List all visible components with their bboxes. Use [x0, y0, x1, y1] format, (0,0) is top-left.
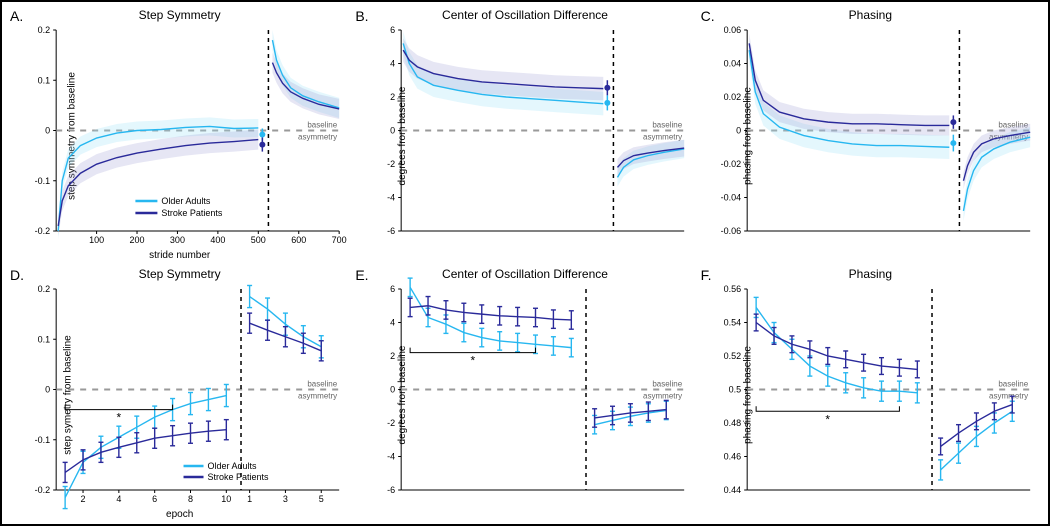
svg-text:0.48: 0.48 — [723, 418, 741, 428]
panel-E: E. Center of Oscillation Difference degr… — [355, 267, 694, 522]
panel-title: Phasing — [849, 8, 892, 22]
svg-text:700: 700 — [332, 235, 347, 245]
svg-text:2: 2 — [390, 351, 395, 361]
svg-text:0.52: 0.52 — [723, 351, 741, 361]
svg-text:4: 4 — [116, 494, 121, 504]
svg-text:0.04: 0.04 — [723, 59, 741, 69]
svg-text:0: 0 — [45, 385, 50, 395]
svg-text:0: 0 — [45, 126, 50, 136]
svg-text:-6: -6 — [387, 485, 395, 495]
svg-text:*: * — [471, 354, 476, 368]
plot-area: -6-4-20246baselineasymmetry — [401, 30, 684, 231]
panel-B: B. Center of Oscillation Difference degr… — [355, 8, 694, 263]
panel-letter: F. — [701, 267, 712, 283]
plot-area: 0.440.460.480.50.520.540.56baselineasymm… — [747, 289, 1030, 490]
panel-letter: E. — [355, 267, 368, 283]
svg-text:2: 2 — [390, 92, 395, 102]
svg-text:asymmetry: asymmetry — [298, 392, 337, 401]
svg-text:-0.2: -0.2 — [35, 485, 51, 495]
svg-text:600: 600 — [291, 235, 306, 245]
svg-text:0: 0 — [390, 385, 395, 395]
svg-text:8: 8 — [188, 494, 193, 504]
panel-title: Center of Oscillation Difference — [442, 8, 608, 22]
svg-text:6: 6 — [390, 25, 395, 35]
svg-text:asymmetry: asymmetry — [989, 392, 1028, 401]
svg-text:0.1: 0.1 — [38, 334, 51, 344]
svg-text:0.5: 0.5 — [728, 385, 741, 395]
svg-text:0.44: 0.44 — [723, 485, 741, 495]
svg-text:baseline: baseline — [998, 380, 1028, 389]
svg-text:-4: -4 — [387, 193, 395, 203]
panel-letter: B. — [355, 8, 368, 24]
svg-text:500: 500 — [251, 235, 266, 245]
panel-letter: C. — [701, 8, 715, 24]
svg-text:-0.06: -0.06 — [720, 226, 741, 236]
svg-text:0.06: 0.06 — [723, 25, 741, 35]
svg-text:2: 2 — [81, 494, 86, 504]
svg-text:3: 3 — [283, 494, 288, 504]
svg-text:10: 10 — [221, 494, 231, 504]
svg-text:0.1: 0.1 — [38, 75, 51, 85]
svg-text:Older Adults: Older Adults — [161, 196, 211, 206]
svg-text:5: 5 — [319, 494, 324, 504]
svg-text:*: * — [825, 412, 830, 426]
svg-text:300: 300 — [170, 235, 185, 245]
svg-text:-4: -4 — [387, 452, 395, 462]
svg-text:6: 6 — [152, 494, 157, 504]
svg-text:0: 0 — [390, 126, 395, 136]
plot-area: -0.2-0.100.10.2246810135baselineasymmetr… — [56, 289, 339, 490]
svg-text:0.56: 0.56 — [723, 284, 741, 294]
svg-text:-2: -2 — [387, 418, 395, 428]
svg-text:Older Adults: Older Adults — [208, 461, 258, 471]
panel-title: Step Symmetry — [139, 267, 221, 281]
svg-text:-6: -6 — [387, 226, 395, 236]
svg-text:Stroke Patients: Stroke Patients — [208, 472, 270, 482]
panel-letter: D. — [10, 267, 24, 283]
svg-text:6: 6 — [390, 284, 395, 294]
svg-text:asymmetry: asymmetry — [298, 133, 337, 142]
svg-text:asymmetry: asymmetry — [643, 133, 682, 142]
panel-title: Step Symmetry — [139, 8, 221, 22]
svg-text:0.2: 0.2 — [38, 25, 51, 35]
svg-text:*: * — [117, 411, 122, 425]
svg-text:-0.04: -0.04 — [720, 193, 741, 203]
svg-text:400: 400 — [210, 235, 225, 245]
x-axis-label: epoch — [166, 509, 193, 520]
panel-D: D. Step Symmetry step symetry from basel… — [10, 267, 349, 522]
panel-C: C. Phasing phasing from baseline -0.06-0… — [701, 8, 1040, 263]
panel-A: A. Step Symmetry step symmetry from base… — [10, 8, 349, 263]
svg-text:0.54: 0.54 — [723, 318, 741, 328]
svg-text:0.2: 0.2 — [38, 284, 51, 294]
svg-text:100: 100 — [89, 235, 104, 245]
svg-text:asymmetry: asymmetry — [643, 392, 682, 401]
svg-text:-0.2: -0.2 — [35, 226, 51, 236]
svg-text:Stroke Patients: Stroke Patients — [161, 208, 223, 218]
svg-text:4: 4 — [390, 59, 395, 69]
panel-title: Phasing — [849, 267, 892, 281]
svg-text:4: 4 — [390, 318, 395, 328]
svg-text:0: 0 — [736, 126, 741, 136]
svg-text:0.46: 0.46 — [723, 452, 741, 462]
plot-area: -6-4-20246baselineasymmetry* — [401, 289, 684, 490]
svg-text:baseline: baseline — [653, 380, 683, 389]
panel-F: F. Phasing phasing from baseline 0.440.4… — [701, 267, 1040, 522]
svg-text:200: 200 — [130, 235, 145, 245]
svg-text:baseline: baseline — [653, 121, 683, 130]
plot-area: -0.2-0.100.10.2100200300400500600700base… — [56, 30, 339, 231]
plot-area: -0.06-0.04-0.0200.020.040.06baselineasym… — [747, 30, 1030, 231]
svg-text:0.02: 0.02 — [723, 92, 741, 102]
svg-text:1: 1 — [247, 494, 252, 504]
x-axis-label: stride number — [149, 250, 210, 261]
panel-letter: A. — [10, 8, 23, 24]
panel-grid: A. Step Symmetry step symmetry from base… — [10, 8, 1040, 522]
svg-text:-0.02: -0.02 — [720, 159, 741, 169]
svg-text:baseline: baseline — [307, 121, 337, 130]
svg-text:-2: -2 — [387, 159, 395, 169]
svg-text:baseline: baseline — [307, 380, 337, 389]
svg-text:-0.1: -0.1 — [35, 176, 51, 186]
figure-frame: A. Step Symmetry step symmetry from base… — [0, 0, 1050, 526]
svg-text:-0.1: -0.1 — [35, 435, 51, 445]
panel-title: Center of Oscillation Difference — [442, 267, 608, 281]
